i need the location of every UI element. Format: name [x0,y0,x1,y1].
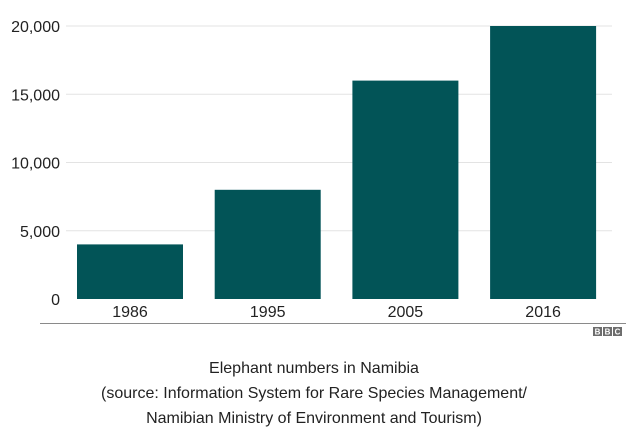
y-axis-tick-labels: 0 5,000 10,000 15,000 20,000 [11,19,60,309]
x-axis-tick-labels: 1986 1995 2005 2016 [112,304,561,321]
y-tick-label: 5,000 [20,224,60,241]
x-tick-label: 2005 [388,304,424,321]
bars [77,26,597,299]
svg-text:B: B [595,328,601,337]
x-tick-label: 2016 [525,304,561,321]
bar-1986 [77,244,183,299]
y-tick-label: 20,000 [11,19,60,36]
x-tick-label: 1986 [112,304,148,321]
bbc-logo: B B C [593,327,622,337]
caption-source-line-1: (source: Information System for Rare Spe… [101,385,527,402]
svg-text:C: C [615,328,621,337]
svg-text:B: B [605,328,611,337]
bar-2005 [352,80,459,299]
chart-caption: Elephant numbers in Namibia (source: Inf… [0,356,628,431]
caption-title: Elephant numbers in Namibia [209,360,419,377]
x-tick-label: 1995 [250,304,286,321]
bar-chart: 0 5,000 10,000 15,000 20,000 1986 1995 2005 201… [11,19,626,337]
caption-source-line-2: Namibian Ministry of Environment and Tou… [146,410,482,427]
bar-2016 [490,26,597,299]
y-tick-label: 10,000 [11,156,60,173]
y-tick-label: 15,000 [11,87,60,104]
y-tick-label: 0 [51,292,60,309]
bar-1995 [214,189,321,299]
